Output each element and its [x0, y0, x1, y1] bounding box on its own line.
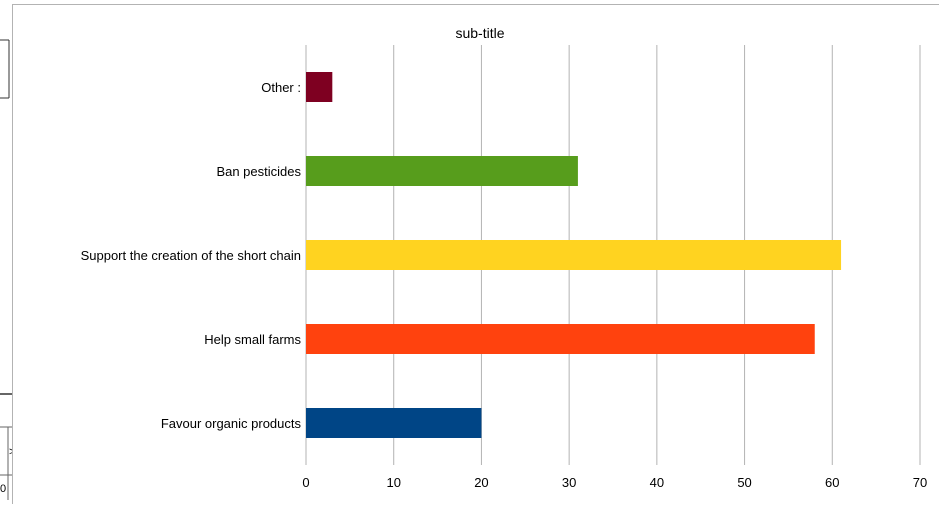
category-label: Help small farms — [204, 332, 301, 347]
category-labels: Favour organic products Help small farms S… — [81, 80, 302, 431]
chart-title: sub-title — [455, 25, 504, 41]
x-tick-label: 20 — [474, 475, 488, 490]
x-tick-labels: 0 10 20 30 40 50 60 70 — [302, 475, 927, 490]
category-label: Favour organic products — [161, 416, 302, 431]
chart-frame: sub-title Favour organic products Help sm… — [12, 4, 939, 504]
bar — [306, 408, 482, 438]
fragment-char-2: 0 — [0, 483, 6, 495]
x-tick-label: 10 — [386, 475, 400, 490]
x-tick-label: 30 — [562, 475, 576, 490]
bar — [306, 324, 815, 354]
bars — [306, 72, 842, 438]
bar — [306, 72, 333, 102]
category-label: Ban pesticides — [216, 164, 301, 179]
category-label: Other : — [261, 80, 301, 95]
bar-chart: sub-title Favour organic products Help sm… — [81, 25, 928, 490]
category-label: Support the creation of the short chain — [81, 248, 301, 263]
adjacent-sheet-fragment: > 0 — [0, 0, 15, 500]
x-tick-label: 40 — [650, 475, 664, 490]
sheet-fragment-lines: > 0 — [0, 39, 15, 500]
bar — [306, 240, 842, 270]
bar — [306, 156, 578, 186]
x-tick-label: 60 — [825, 475, 839, 490]
x-tick-label: 0 — [302, 475, 309, 490]
x-tick-label: 70 — [913, 475, 927, 490]
x-tick-label: 50 — [737, 475, 751, 490]
